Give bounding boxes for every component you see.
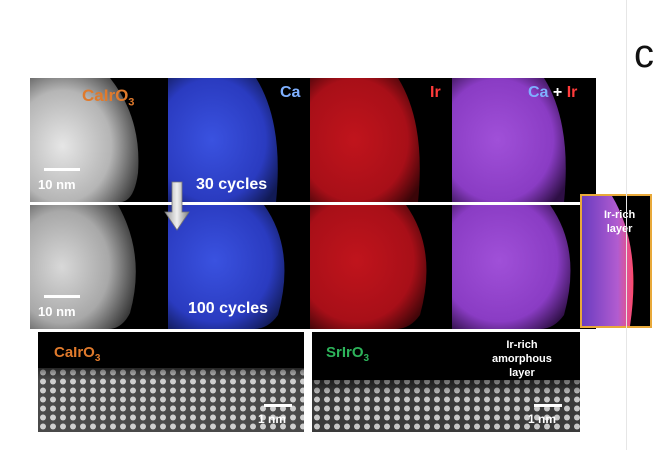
element-label-ca-ir: Ca + Ir bbox=[528, 84, 578, 101]
atomic-lattice-image bbox=[38, 358, 304, 432]
ir-eds-map bbox=[310, 205, 427, 329]
haadf-panel-30cycles: CaIrO3 10 nm bbox=[30, 78, 168, 202]
scale-bar bbox=[264, 404, 292, 407]
element-label-ir: Ir bbox=[430, 84, 441, 101]
cycles-label-30: 30 cycles bbox=[196, 176, 268, 193]
scale-bar-label: 1 nm bbox=[528, 412, 557, 426]
cycles-label-100: 100 cycles bbox=[188, 300, 269, 317]
inset-overlay-map bbox=[582, 196, 634, 326]
element-label-ca: Ca bbox=[280, 84, 301, 101]
ca-map-panel-100cycles bbox=[168, 205, 310, 329]
scale-bar-label: 1 nm bbox=[258, 412, 287, 426]
scale-bar bbox=[534, 404, 562, 407]
scale-bar-label: 10 nm bbox=[38, 304, 76, 319]
material-label-srirO3: SrIrO3 bbox=[326, 344, 370, 364]
page-edge-rule bbox=[626, 0, 627, 450]
ca-eds-map bbox=[168, 205, 285, 329]
ir-eds-map bbox=[310, 78, 420, 202]
ca-ir-overlay-map bbox=[452, 78, 566, 202]
haadf-particle-image bbox=[30, 78, 139, 202]
hrtem-panel-cairo3: CaIrO3 1 nm bbox=[38, 332, 304, 432]
ir-map-panel-100cycles bbox=[310, 205, 452, 329]
row-divider bbox=[30, 202, 596, 205]
haadf-particle-image bbox=[30, 205, 136, 329]
material-label-cairo3: CaIrO3 bbox=[82, 86, 135, 109]
amorphous-layer-note: Ir-rich amorphous layer bbox=[492, 339, 552, 379]
overlay-map-panel-30cycles: Ca + Ir bbox=[452, 78, 596, 202]
scale-bar-label: 10 nm bbox=[38, 177, 76, 192]
ca-map-panel-30cycles: Ca bbox=[168, 78, 310, 202]
material-label-cairo3: CaIrO3 bbox=[54, 344, 101, 364]
scale-bar bbox=[44, 168, 80, 171]
arrow-down-icon bbox=[164, 181, 190, 231]
ca-ir-overlay-map bbox=[452, 205, 571, 329]
panel-letter: c bbox=[634, 32, 654, 76]
ca-eds-map bbox=[168, 78, 278, 202]
haadf-panel-100cycles: 10 nm bbox=[30, 205, 168, 329]
hrtem-panel-srirO3: SrIrO3 Ir-rich amorphous layer 1 nm bbox=[312, 332, 580, 432]
scale-bar bbox=[44, 295, 80, 298]
overlay-map-panel-100cycles bbox=[452, 205, 596, 329]
inset-label: Ir-rich layer bbox=[604, 209, 636, 235]
ir-map-panel-30cycles: Ir bbox=[310, 78, 452, 202]
ir-rich-layer-inset: Ir-rich layer bbox=[580, 194, 652, 328]
